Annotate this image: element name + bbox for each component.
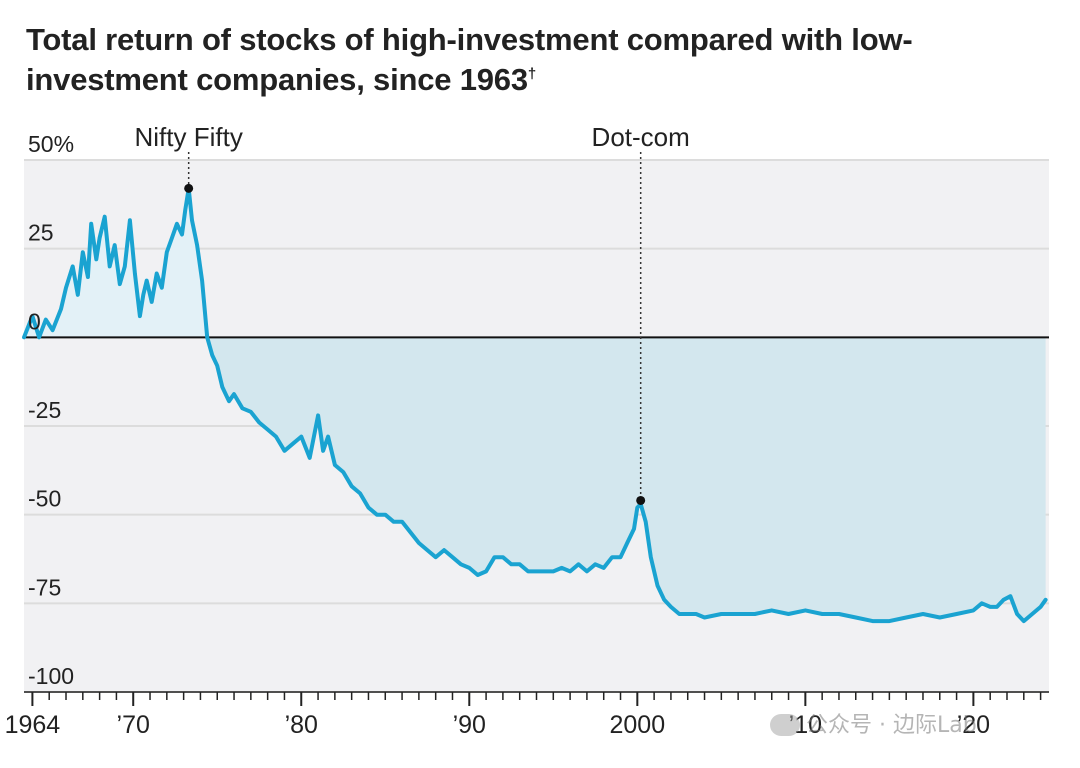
- annotation-dot: [184, 183, 194, 193]
- y-tick-label: 50%: [28, 131, 74, 157]
- y-axis-tick-labels: 50% 25 0 -25 -50 -75 -100: [28, 131, 74, 689]
- annotation-label: Dot-com: [592, 122, 690, 152]
- negative-return-area: [207, 337, 1046, 622]
- annotation-dot: [636, 495, 646, 505]
- y-tick-label: 0: [28, 308, 41, 334]
- annotations: Nifty Fifty Dot-com: [135, 122, 690, 501]
- x-tick-label: ’80: [285, 711, 318, 739]
- x-tick-label: 1964: [5, 711, 61, 739]
- title-footnote-mark: †: [527, 65, 537, 83]
- x-tick-label: ’90: [453, 711, 486, 739]
- y-tick-label: -25: [28, 397, 61, 423]
- chart-title: Total return of stocks of high-investmen…: [26, 20, 1046, 100]
- series-line-return-difference: [22, 186, 1048, 624]
- x-tick-label: 2000: [610, 711, 666, 739]
- x-axis: 1964’70’80’90 2000’10’20: [5, 691, 1049, 739]
- x-tick-label: ’70: [117, 711, 150, 739]
- annotation-dots: [184, 183, 646, 505]
- wechat-icon: [770, 714, 800, 736]
- watermark-text: 公众号 · 边际Lab: [806, 713, 977, 738]
- y-tick-label: -75: [28, 574, 61, 600]
- y-tick-label: 25: [28, 220, 54, 246]
- chart-title-text: Total return of stocks of high-investmen…: [26, 22, 913, 97]
- positive-return-area: [24, 188, 1046, 338]
- watermark: 公众号 · 边际Lab: [770, 707, 977, 739]
- y-tick-label: -100: [28, 663, 74, 689]
- annotation-label: Nifty Fifty: [135, 122, 243, 152]
- y-tick-label: -50: [28, 486, 61, 512]
- x-tick-label: ’20: [957, 711, 990, 739]
